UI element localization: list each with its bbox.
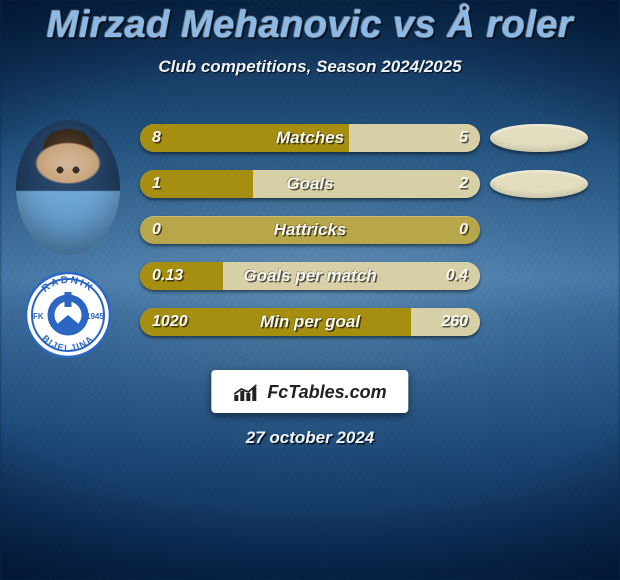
bar-value-left: 1020 [152,308,188,336]
bar-value-left: 8 [152,124,161,152]
content-root: Mirzad Mehanovic vs Å roler Club competi… [0,0,620,580]
page-title: Mirzad Mehanovic vs Å roler [0,0,620,47]
bar-row: Min per goal1020 260 [140,308,480,336]
bar-value-right: 0.4 [446,262,468,290]
club-year: 1945 [86,312,104,321]
watermark-text: FcTables.com [267,382,386,403]
bar-row: Goals per match0.13 0.4 [140,262,480,290]
blob-slot [490,170,610,216]
bar-value-left: 0 [152,216,161,244]
bar-value-left: 1 [152,170,161,198]
club-logo: RADNIK BIJELJINA FK 1945 [18,270,118,360]
blob-slot [490,124,610,170]
bar-label: Goals [140,170,480,198]
player-ellipse [490,170,588,198]
bar-value-right: 2 [459,170,468,198]
bar-label: Min per goal [140,308,480,336]
player-ellipse [490,124,588,152]
bar-value-right: 5 [459,124,468,152]
bar-value-left: 0.13 [152,262,183,290]
bar-value-right: 260 [441,308,468,336]
subtitle: Club competitions, Season 2024/2025 [0,57,620,77]
bar-label: Hattricks [140,216,480,244]
right-ellipses [490,124,610,354]
bar-value-right: 0 [459,216,468,244]
left-column: RADNIK BIJELJINA FK 1945 [8,120,128,360]
bar-row: Hattricks0 0 [140,216,480,244]
blob-slot [490,216,610,262]
bar-label: Matches [140,124,480,152]
club-prefix: FK [33,312,44,321]
player-photo [16,120,120,255]
bar-row: Matches8 5 [140,124,480,152]
comparison-bars: Matches8 5 Goals1 2 Hattricks0 0 Goals per mat… [140,124,480,354]
blob-slot [490,308,610,354]
bar-row: Goals1 2 [140,170,480,198]
watermark: FcTables.com [211,370,408,413]
date: 27 october 2024 [0,428,620,448]
bar-label: Goals per match [140,262,480,290]
blob-slot [490,262,610,308]
chart-icon [233,384,259,402]
